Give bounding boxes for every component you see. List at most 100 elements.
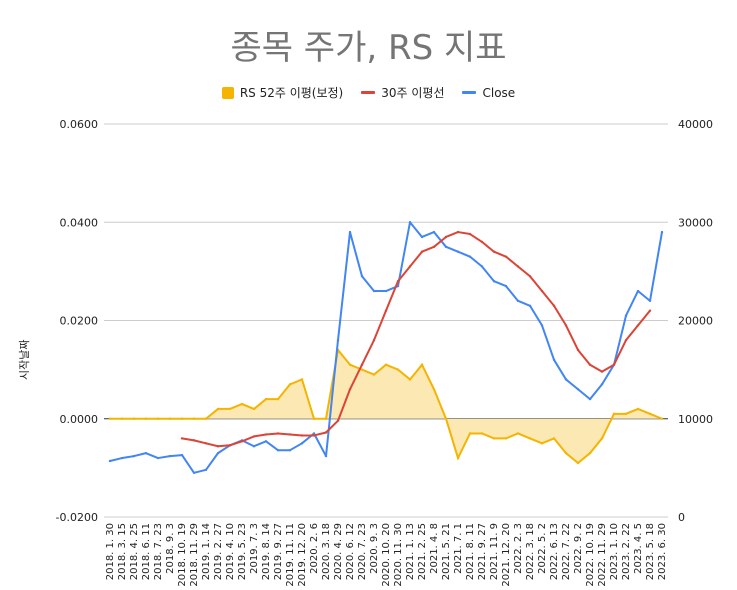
x-tick-label: 2020. 4. 29 [333,523,344,580]
close-point [204,468,208,472]
legend-label-ma30: 30주 이평선 [381,86,445,100]
ma30-point [264,433,268,436]
x-tick-label: 2018. 3. 15 [117,523,128,580]
x-tick-label: 2019. 8. 14 [261,523,272,580]
legend-item-close[interactable]: Close [462,84,515,101]
close-point [252,445,256,448]
rs-point [132,417,136,420]
ma30-point [540,289,544,293]
close-point [372,289,376,293]
x-tick-label: 2019. 2. 27 [213,523,224,580]
close-point [216,451,220,455]
rs-point [432,388,436,391]
close-point [636,289,640,293]
close-point [480,265,484,268]
legend-item-ma30[interactable]: 30주 이평선 [361,84,444,101]
y-tick-label: 0.0400 [60,216,99,229]
close-point [336,338,340,342]
ma30-point [372,338,376,342]
rs-point [480,432,484,435]
y2-tick-label: 30000 [678,216,713,229]
x-tick-label: 2021. 2. 25 [417,523,428,580]
x-tick-label: 2019. 1. 14 [201,523,212,580]
ma30-point [612,363,616,366]
legend-label-rs: RS 52주 이평(보정) [239,86,344,100]
x-tick-label: 2018. 11. 29 [189,523,200,587]
x-tick-label: 2021. 7. 1 [453,523,464,574]
y-tick-label: 0.0000 [60,413,99,426]
legend-item-rs[interactable]: RS 52주 이평(보정) [221,84,344,101]
x-tick-label: 2021. 8. 11 [465,523,476,580]
close-point [396,284,400,288]
ma30-point [492,250,496,253]
close-point [456,250,460,253]
rs-point [504,437,508,440]
rs-point [540,442,544,445]
x-tick-label: 2021. 12. 20 [501,523,512,587]
y-tick-label: -0.0200 [56,511,98,524]
rs-point [576,461,580,465]
x-tick-label: 2019. 9. 27 [273,523,284,580]
rs-point [588,451,592,455]
x-tick-label: 2019. 12. 20 [297,523,308,587]
x-tick-label: 2023. 4. 5 [633,523,644,574]
x-tick-label: 2018. 4. 25 [129,523,140,580]
x-tick-label: 2018. 7. 23 [153,523,164,580]
ma30-point [444,235,448,239]
rs-point [276,397,280,401]
ma30-point [180,437,184,440]
rs-point [372,373,376,376]
ma30-point [588,363,592,366]
rs-point [384,363,388,366]
x-tick-label: 2023. 1. 10 [609,523,620,580]
close-point [576,388,580,391]
y-tick-label: 0.0600 [60,118,99,131]
x-tick-label: 2022. 3. 18 [525,523,536,580]
ma30-point [516,265,520,268]
close-point [516,299,520,303]
rs-point [264,397,268,401]
rs-point [204,417,208,420]
rs-point [120,417,124,420]
close-point [552,358,556,361]
rs-point [636,407,640,411]
ma30-point [528,275,532,278]
close-point [444,245,448,249]
y2-tick-label: 20000 [678,315,713,328]
close-point [468,255,472,258]
close-point [288,448,292,452]
rs-point [300,378,304,381]
close-point [384,289,388,293]
rs-point [420,363,424,366]
ma30-point [456,230,460,234]
ma30-point [288,433,292,436]
x-tick-label: 2021. 4. 8 [429,523,440,574]
ma30-point [648,309,652,312]
x-tick-label: 2021. 9. 27 [477,523,488,580]
close-point [144,451,148,455]
rs-point [240,402,244,406]
ma30-point [240,440,244,443]
close-point [300,442,304,445]
ma30-point [564,324,568,327]
rs-point [564,451,568,455]
close-point [168,454,172,458]
ma30-point [468,232,472,236]
rs-point [396,368,400,371]
x-tick-label: 2022. 2. 3 [513,523,524,574]
x-tick-label: 2018. 10. 19 [177,523,188,587]
close-point [348,230,352,234]
legend-swatch-close [462,91,477,94]
close-point [132,454,136,458]
x-tick-label: 2018. 1. 30 [105,523,116,580]
legend: RS 52주 이평(보정) 30주 이평선 Close [0,84,737,101]
x-tick-label: 2023. 6. 30 [657,523,668,580]
ma30-point [552,304,556,307]
rs-point [456,456,460,460]
ma30-point [324,431,328,434]
close-point [540,324,544,327]
ma30-point [348,388,352,391]
close-point [276,448,280,452]
ma30-point [432,245,436,249]
